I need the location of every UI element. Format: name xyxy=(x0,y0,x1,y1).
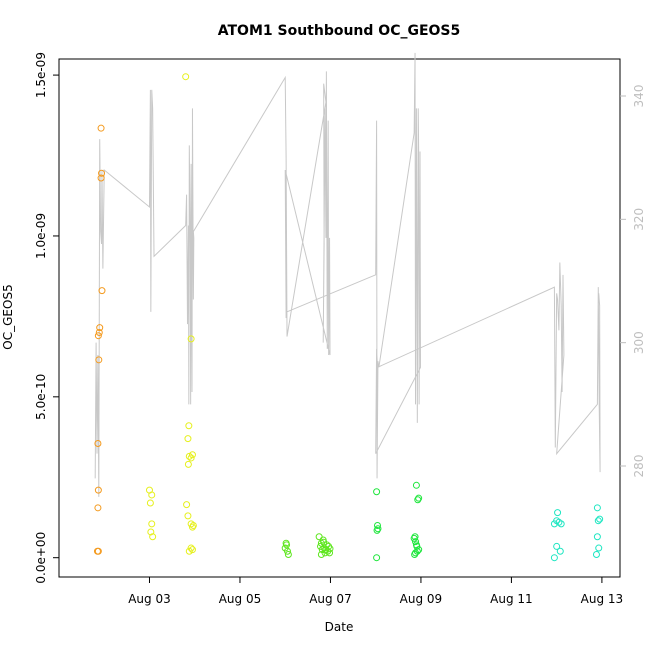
y-tick-label: 0.0e+00 xyxy=(34,532,48,584)
scatter-point xyxy=(550,554,558,562)
scatter-point xyxy=(96,324,104,332)
scatter-point xyxy=(557,520,565,528)
scatter-point xyxy=(147,528,155,536)
plot-frame xyxy=(58,58,621,578)
scatter-point xyxy=(189,522,197,530)
scatter-point xyxy=(412,538,420,546)
x-axis-label: Date xyxy=(325,620,354,634)
scatter-point xyxy=(593,533,601,541)
scatter-layer xyxy=(93,73,604,562)
scatter-point xyxy=(596,515,604,523)
scatter-point xyxy=(373,554,381,562)
y2-tick-label: 340 xyxy=(632,85,646,108)
scatter-point xyxy=(146,499,154,507)
scatter-point xyxy=(184,512,192,520)
scatter-point xyxy=(98,287,106,295)
x-tick-label: Aug 07 xyxy=(309,592,352,606)
scatter-point xyxy=(184,460,192,468)
scatter-point xyxy=(185,422,193,430)
scatter-point xyxy=(282,539,290,547)
scatter-point xyxy=(593,504,601,512)
scatter-point xyxy=(556,547,564,555)
scatter-point xyxy=(95,328,103,336)
scatter-point xyxy=(182,73,190,81)
scatter-point xyxy=(411,550,419,558)
scatter-point xyxy=(326,545,334,553)
scatter-point xyxy=(149,533,157,541)
y2-tick-label: 280 xyxy=(632,455,646,478)
scatter-point xyxy=(374,525,382,533)
scatter-point xyxy=(317,550,325,558)
scatter-point xyxy=(320,538,328,546)
y2-tick-label: 300 xyxy=(632,331,646,354)
x-tick-label: Aug 09 xyxy=(400,592,443,606)
scatter-point xyxy=(148,491,156,499)
x-tick-label: Aug 05 xyxy=(219,592,262,606)
scatter-point xyxy=(373,488,381,496)
scatter-point xyxy=(97,174,105,182)
scatter-point xyxy=(553,542,561,550)
scatter-point xyxy=(592,550,600,558)
scatter-point xyxy=(188,546,196,554)
x-tick-label: Aug 03 xyxy=(128,592,171,606)
scatter-point xyxy=(94,486,102,494)
scatter-point xyxy=(97,124,105,132)
y-tick-label: 1.5e-09 xyxy=(34,52,48,98)
y2-tick-label: 320 xyxy=(632,208,646,231)
scatter-point xyxy=(413,542,421,550)
scatter-point xyxy=(187,454,195,462)
scatter-point xyxy=(188,523,196,531)
scatter-point xyxy=(187,335,195,343)
scatter-point xyxy=(94,332,102,340)
scatter-point xyxy=(95,356,103,364)
scatter-point xyxy=(412,481,420,489)
scatter-point xyxy=(94,439,102,447)
scatter-point xyxy=(148,520,156,528)
y-axis-left: 0.0e+00 5.0e-10 1.0e-09 1.5e-09 xyxy=(34,52,59,584)
scatter-point xyxy=(415,494,423,502)
scatter-point xyxy=(98,169,106,177)
scatter-point xyxy=(595,544,603,552)
scatter-point xyxy=(326,549,334,557)
scatter-point xyxy=(94,504,102,512)
x-tick-label: Aug 11 xyxy=(490,592,533,606)
y-axis-label: OC_GEOS5 xyxy=(1,284,15,349)
scatter-point xyxy=(373,526,381,534)
scatter-point xyxy=(94,547,102,555)
y-tick-label: 1.0e-09 xyxy=(34,213,48,259)
chart-title: ATOM1 Southbound OC_GEOS5 xyxy=(218,23,461,39)
scatter-point xyxy=(315,533,323,541)
scatter-point xyxy=(554,509,562,517)
scatter-point xyxy=(184,435,192,443)
scatter-point xyxy=(187,544,195,552)
x-tick-label: Aug 13 xyxy=(581,592,624,606)
y-axis-right: 280 300 320 340 xyxy=(620,85,646,478)
y-tick-label: 5.0e-10 xyxy=(34,374,48,420)
scatter-point xyxy=(284,550,292,558)
scatter-point xyxy=(188,451,196,459)
scatter-point xyxy=(411,533,419,541)
scatter-point xyxy=(183,501,191,509)
scatter-point xyxy=(283,547,291,555)
line-series xyxy=(94,52,601,497)
line-series-layer xyxy=(94,52,601,497)
scatter-point xyxy=(594,517,602,525)
x-axis: Aug 03 Aug 05 Aug 07 Aug 09 Aug 11 Aug 13 xyxy=(128,577,623,606)
scatter-point xyxy=(374,522,381,530)
